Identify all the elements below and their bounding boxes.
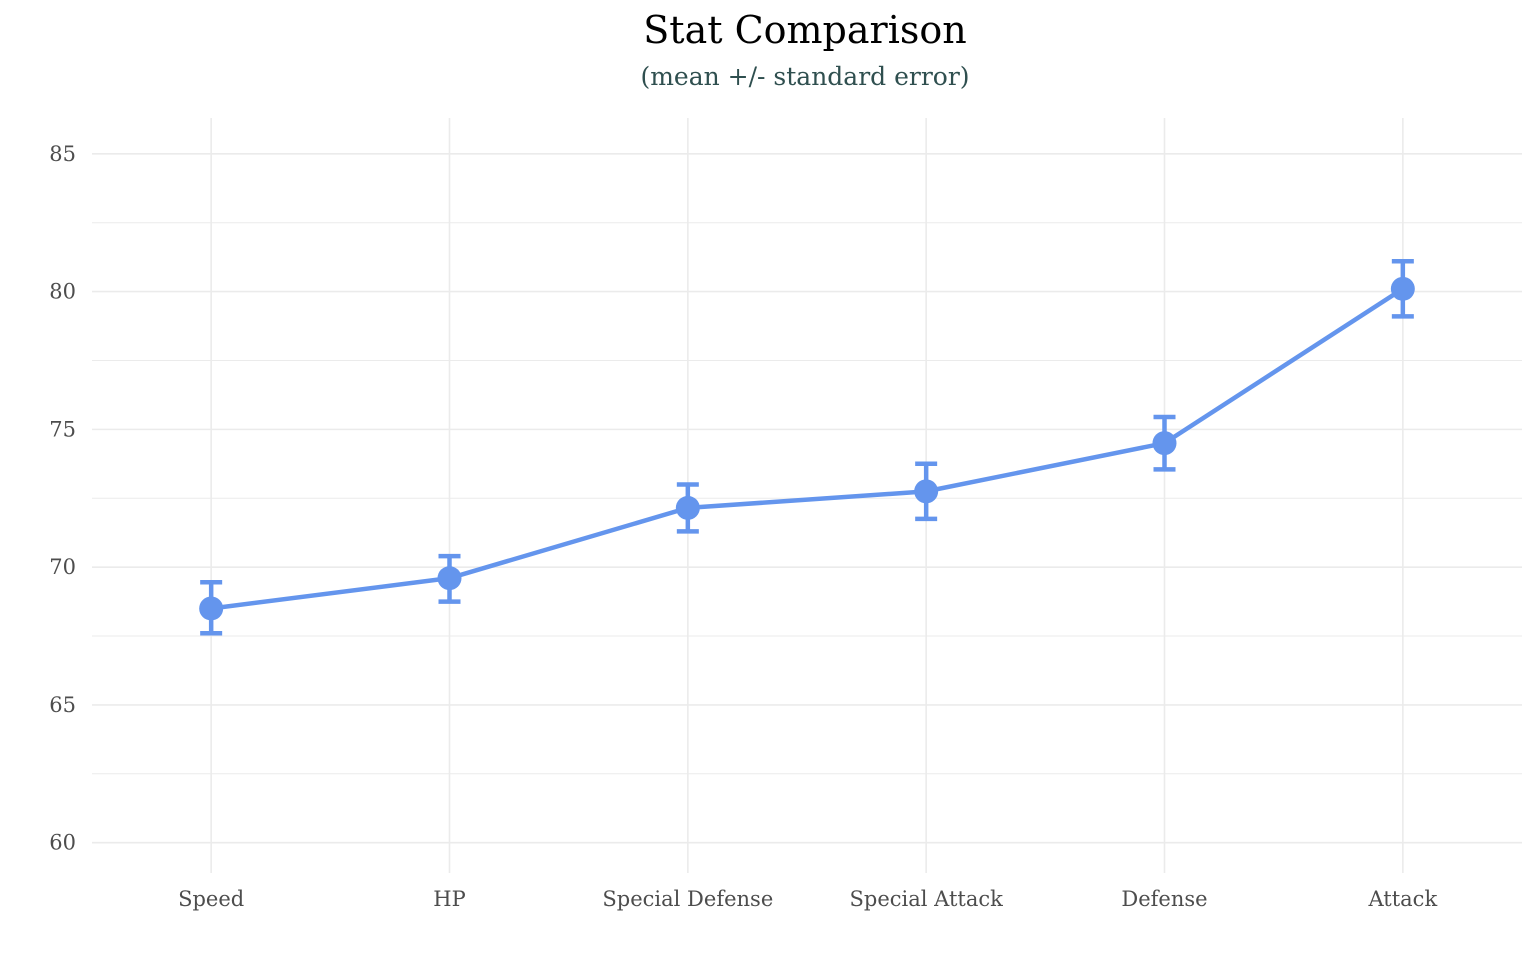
y-tick-label: 80 <box>49 280 76 304</box>
x-tick-label: HP <box>433 887 465 911</box>
x-tick-label: Defense <box>1121 887 1207 911</box>
data-point <box>1152 431 1177 456</box>
axis-tick-labels: 60 65 70 75 80 85 Speed HP Special Defense Specia… <box>49 142 1437 911</box>
grid-lines <box>92 118 1522 873</box>
y-tick-label: 65 <box>49 693 76 717</box>
y-tick-label: 60 <box>49 831 76 855</box>
data-point <box>437 566 462 591</box>
data-point <box>1390 276 1415 301</box>
data-point <box>199 596 224 621</box>
x-tick-label: Special Defense <box>602 887 773 911</box>
series-line <box>208 286 1406 611</box>
chart-title: Stat Comparison <box>643 8 967 52</box>
data-series <box>199 259 1415 636</box>
data-point <box>675 495 700 520</box>
x-tick-label: Speed <box>178 887 244 911</box>
y-tick-label: 70 <box>49 555 76 579</box>
y-tick-label: 85 <box>49 142 76 166</box>
data-point <box>914 479 939 504</box>
y-tick-label: 75 <box>49 417 76 441</box>
x-tick-label: Attack <box>1367 887 1437 911</box>
x-tick-label: Special Attack <box>850 887 1004 911</box>
chart-subtitle: (mean +/- standard error) <box>640 62 970 91</box>
